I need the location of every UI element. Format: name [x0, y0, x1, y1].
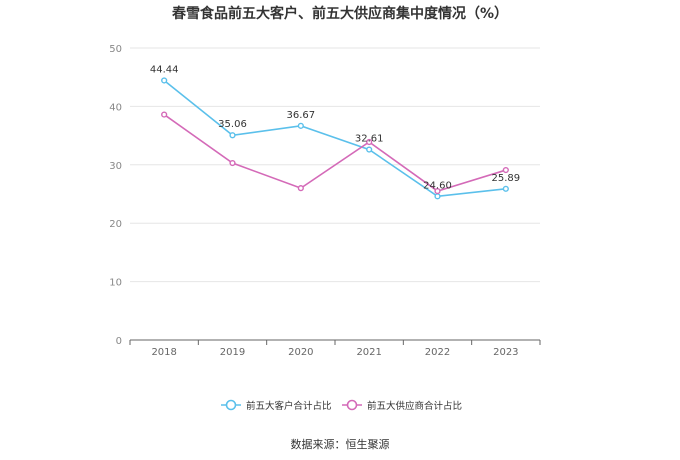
data-point: [502, 166, 509, 174]
axes: 0 10 20 30 40 50 2018 2019 2020 2021 2022 2023: [109, 44, 541, 358]
data-point: [229, 132, 236, 139]
data-point: [161, 77, 168, 84]
data-point: [502, 185, 509, 192]
y-tick-label: 0: [116, 336, 122, 347]
data-label: 36.67: [287, 110, 316, 121]
data-label: 35.06: [218, 119, 247, 130]
data-point: [434, 193, 441, 200]
data-labels: 44.44 35.06 36.67 32.61 24.60 25.89: [150, 64, 520, 191]
series-line-1: [163, 113, 507, 192]
data-point: [161, 111, 168, 118]
data-point: [366, 146, 373, 153]
x-tick-label: 2022: [425, 347, 450, 358]
data-label: 25.89: [492, 173, 521, 184]
data-label: 44.44: [150, 64, 179, 75]
data-point: [434, 187, 441, 195]
legend-label: 前五大供应商合计占比: [367, 400, 462, 412]
y-tick-label: 30: [109, 161, 122, 172]
legend-swatch-marker: [225, 399, 237, 411]
series: [161, 77, 509, 200]
data-point: [297, 185, 304, 192]
data-point: [297, 122, 304, 129]
x-tick-label: 2023: [493, 347, 518, 358]
data-point: [366, 138, 373, 146]
series-line-0: [163, 79, 506, 198]
data-label: 24.60: [423, 180, 452, 191]
x-tick-label: 2018: [151, 347, 176, 358]
x-tick-label: 2021: [356, 347, 381, 358]
y-tick-label: 10: [109, 278, 122, 289]
y-tick-label: 40: [109, 102, 122, 113]
chart-title: 春雪食品前五大客户、前五大供应商集中度情况（%）: [171, 6, 509, 22]
legend-swatch-marker: [346, 399, 358, 411]
data-source: 数据来源：恒生聚源: [290, 438, 390, 451]
x-tick-label: 2020: [288, 347, 313, 358]
x-tick-label: 2019: [220, 347, 245, 358]
data-point: [229, 159, 236, 167]
data-label: 32.61: [355, 134, 384, 145]
y-tick-label: 20: [109, 219, 122, 230]
legend: 前五大客户合计占比 前五大供应商合计占比: [221, 399, 462, 412]
legend-label: 前五大客户合计占比: [246, 400, 332, 412]
y-tick-label: 50: [109, 44, 122, 55]
